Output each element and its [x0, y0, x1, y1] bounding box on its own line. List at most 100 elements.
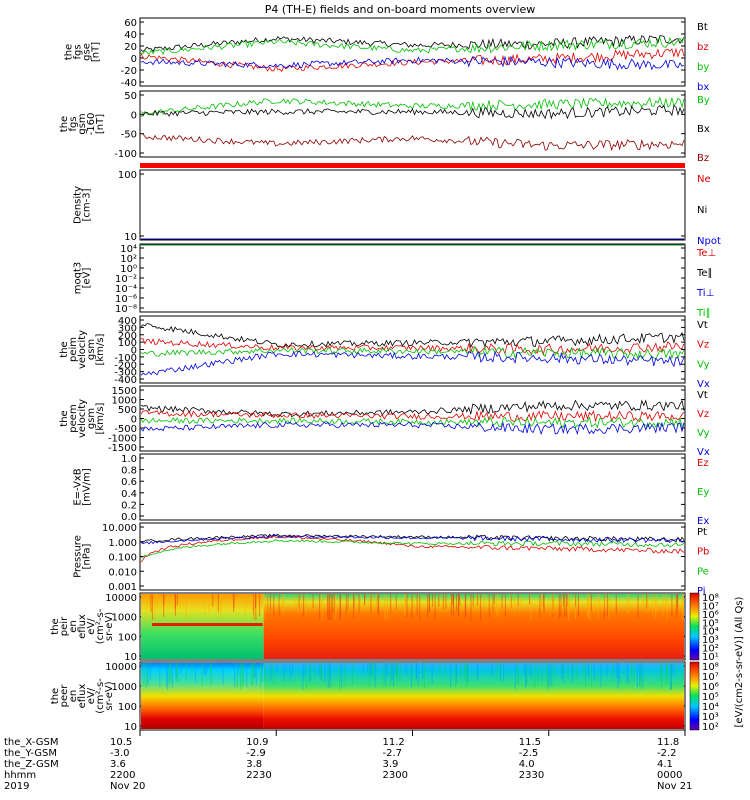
spectrogram-texture	[374, 663, 376, 687]
spectrogram-texture	[504, 594, 506, 618]
spectrogram-texture	[303, 594, 305, 618]
x-row-value: Nov 20	[110, 781, 145, 792]
spectrogram-texture	[460, 663, 462, 677]
spectrogram-texture	[163, 594, 165, 618]
y-tick-label: 10⁻⁸	[115, 304, 137, 315]
x-row-value: 3.6	[110, 759, 126, 770]
spectrogram-texture	[671, 594, 673, 617]
spectrogram-texture	[415, 663, 417, 679]
spectrogram-texture	[439, 663, 441, 676]
y-tick-label: 10⁴	[120, 244, 137, 255]
spectrogram-texture	[531, 663, 533, 680]
spectrogram-texture	[151, 594, 153, 620]
spectrogram-texture	[220, 594, 222, 618]
legend-entry: Ne	[697, 174, 711, 185]
y-tick-label: 300	[118, 323, 137, 334]
spectrogram-texture	[514, 594, 516, 614]
colorbar-tick-label: 10²	[702, 644, 719, 655]
spectrogram-texture	[419, 594, 421, 621]
spectrogram-texture	[517, 594, 519, 607]
y-tick-label: 0.100	[108, 553, 137, 564]
spectrogram-texture	[567, 663, 569, 681]
panel-fgs_gsm: thefgsgsm-160[nT] 50 0 -50 -100 By Bx Bz	[59, 90, 710, 164]
x-row-value: Nov 21	[657, 781, 692, 792]
series-line-Vy	[140, 416, 685, 429]
panel-frame	[139, 453, 686, 521]
spectrogram-texture	[247, 594, 249, 607]
spectrogram-texture	[303, 663, 305, 677]
colorbar-tick-label: 10⁸	[702, 662, 719, 673]
spectrogram-texture	[600, 663, 602, 687]
y-tick-label: -100	[114, 353, 137, 364]
y-tick-label: 100	[118, 170, 137, 181]
spectrogram-texture	[297, 594, 299, 613]
spectrogram-texture	[646, 594, 648, 609]
spectrogram-texture	[253, 663, 255, 679]
spectrogram-texture	[642, 663, 644, 690]
y-tick-label: 50	[124, 91, 137, 102]
spectrogram-segment	[263, 594, 684, 659]
spectrogram-texture	[329, 594, 331, 620]
x-row-value: 2230	[246, 770, 271, 781]
spectrogram-texture	[333, 594, 335, 613]
y-tick-label: 10⁰	[120, 264, 137, 275]
spectrogram-texture	[244, 594, 246, 614]
spectrogram-texture	[418, 594, 420, 616]
legend-entry: Ex	[697, 516, 709, 527]
series-line-Vx	[140, 421, 685, 436]
spectrogram-texture	[332, 594, 334, 613]
spectrogram-texture	[201, 663, 203, 687]
spectrogram-texture	[251, 594, 253, 611]
spectrogram-texture	[493, 594, 495, 605]
spectrogram-texture	[562, 594, 564, 606]
spectrogram-texture	[283, 663, 285, 682]
y-tick-label: 10⁻²	[115, 274, 137, 285]
spectrogram-texture	[339, 663, 341, 690]
spectrogram-texture	[627, 663, 629, 684]
spectrogram-texture	[194, 663, 196, 683]
y-tick-label: 0	[131, 110, 137, 121]
spectrogram-texture	[167, 663, 169, 691]
spectrogram-texture	[565, 594, 567, 619]
spectrogram-texture	[551, 594, 553, 615]
panel-frame	[139, 243, 686, 313]
spectrogram-texture	[417, 663, 419, 686]
series-line-Bz	[140, 133, 685, 152]
legend-entry: Npot	[697, 236, 721, 247]
legend-entry: Pb	[697, 547, 709, 558]
spectrogram-texture	[260, 663, 262, 683]
spectrogram-texture	[626, 663, 628, 683]
spectrogram-texture	[525, 663, 527, 688]
spectrogram-texture	[647, 594, 649, 613]
spectrogram-texture	[269, 594, 271, 611]
spectrogram-texture	[664, 594, 666, 606]
spectrogram-texture	[561, 663, 563, 679]
colorbar-tick-label: 10²	[702, 722, 719, 733]
legend-entry: Te∥	[696, 268, 713, 279]
series-line-Vx	[140, 350, 685, 376]
spectrogram-texture	[578, 594, 580, 617]
series-line-Vy	[140, 345, 685, 360]
spectrogram-texture	[476, 663, 478, 677]
spectrogram-texture	[330, 594, 332, 621]
spectrogram-texture	[390, 594, 392, 613]
y-axis-label: thefgsgsm-160[nT]	[59, 113, 106, 136]
legend-entry: Pt	[697, 527, 707, 538]
spectrogram-texture	[671, 663, 673, 674]
y-tick-label: 0	[131, 415, 137, 426]
spectrogram-texture	[206, 663, 208, 674]
x-axis-annotation: the_X-GSM 10.5 10.9 11.2 11.5 11.8 the_Y-GSM -3…	[4, 730, 692, 792]
spectrogram-texture	[291, 663, 293, 677]
spectrogram-texture	[143, 663, 145, 687]
series-line-bz	[140, 47, 685, 73]
panel-peer: thepeerenefluxeV/(cm²-s-sr-eV) 10000 1000 1…	[50, 661, 686, 733]
spectrogram-texture	[606, 663, 608, 679]
y-axis-label: thepeimvelocitygsm[km/s]	[59, 330, 106, 369]
spectrogram-texture	[264, 594, 266, 621]
y-axis-label: thepeemvelocitygsm[km/s]	[59, 399, 106, 438]
spectrogram-texture	[406, 594, 408, 618]
spectrogram-texture	[590, 663, 592, 687]
series-line-Vt	[140, 399, 685, 418]
spectrogram-texture	[369, 663, 371, 675]
spectrogram-texture	[587, 663, 589, 678]
